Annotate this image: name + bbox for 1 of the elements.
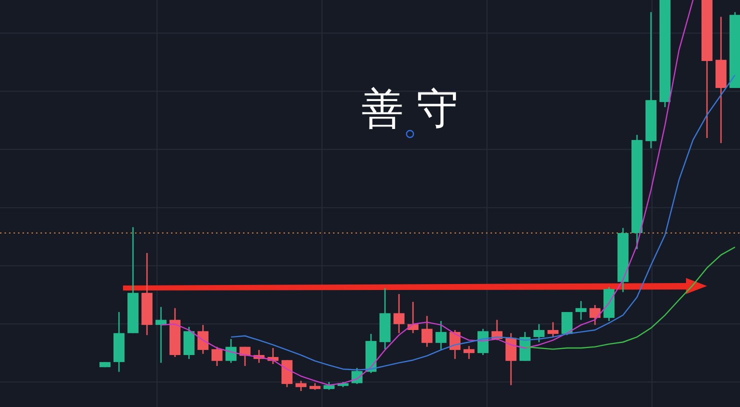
annotation: 善 守 xyxy=(361,84,459,133)
